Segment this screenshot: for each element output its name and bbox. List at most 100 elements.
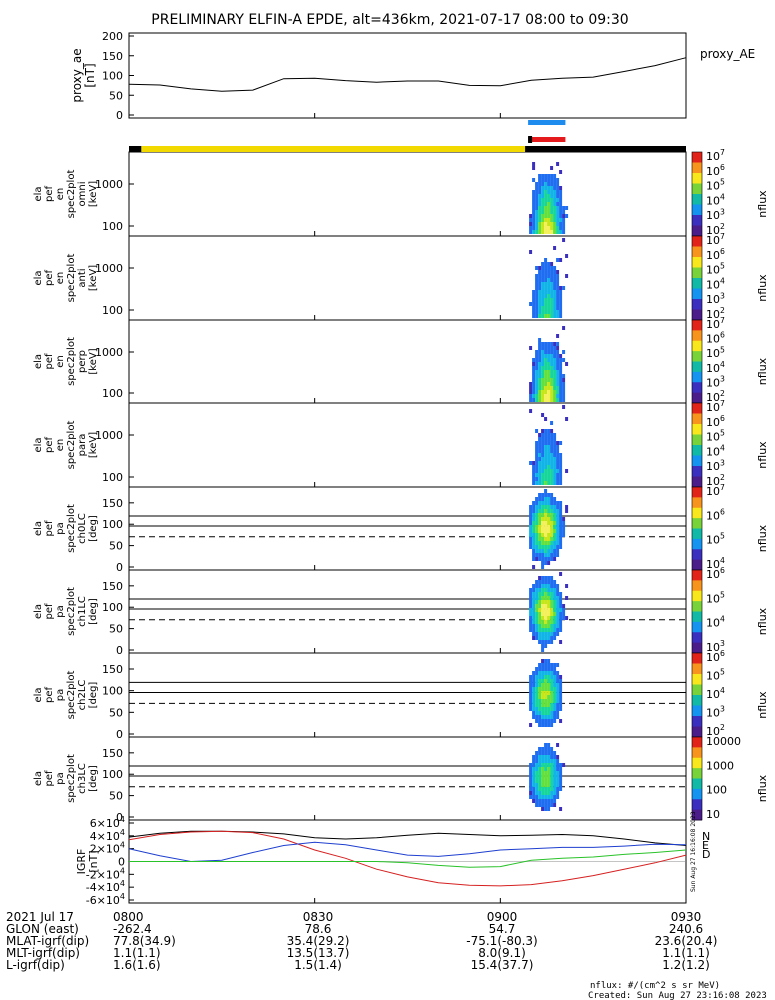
- spectrogram-cell: [541, 541, 545, 545]
- spectrogram-cell: [562, 326, 566, 330]
- spectrogram-cell: [541, 763, 545, 767]
- spectrogram-cell: [547, 182, 551, 186]
- spectrogram-cell: [535, 795, 539, 799]
- spectrogram-cell: [550, 557, 554, 561]
- spectrogram-cell: [559, 683, 563, 687]
- spectrogram-cell: [532, 298, 536, 302]
- panel-ylabel-line: en: [55, 188, 66, 201]
- colorbar-segment: [692, 737, 702, 748]
- spectrogram-cell: [544, 206, 548, 210]
- spectrogram-cell: [541, 429, 545, 433]
- spectrogram-cell: [559, 206, 563, 210]
- spectrogram-cell: [541, 667, 545, 671]
- spectrogram-cell: [541, 206, 545, 210]
- spectrogram-cell: [532, 302, 536, 306]
- spectrogram-cell: [538, 679, 542, 683]
- spectrogram-cell: [553, 671, 557, 675]
- spectrogram-cell: [535, 310, 539, 314]
- spectrogram-cell: [556, 477, 560, 481]
- spectrogram-cell: [544, 202, 548, 206]
- spectrogram-cell: [559, 258, 563, 262]
- spectrogram-cell: [553, 584, 557, 588]
- spectrogram-cell: [556, 671, 560, 675]
- spectrogram-cell: [547, 525, 551, 529]
- spectrogram-cell: [544, 489, 548, 493]
- spectrogram-cell: [532, 584, 536, 588]
- spectrogram-cell: [541, 290, 545, 294]
- spectrogram-cell: [535, 628, 539, 632]
- spectrogram-cell: [532, 553, 536, 557]
- spectrogram-cell: [550, 473, 554, 477]
- spectrogram-cell: [541, 584, 545, 588]
- spectrogram-cell: [547, 561, 551, 565]
- panel-ylabel-line: pef: [44, 270, 55, 287]
- y-tick-label: -2×104: [86, 866, 125, 881]
- spectrogram-cell: [529, 513, 533, 517]
- spectrogram-cell: [556, 715, 560, 719]
- spectrogram-cell: [544, 803, 548, 807]
- panel-ylabel-line: [keV]: [88, 348, 99, 374]
- spectrogram-cell: [541, 779, 545, 783]
- spectrogram-cell: [553, 699, 557, 703]
- spectrogram-cell: [541, 683, 545, 687]
- spectrogram-cell: [547, 715, 551, 719]
- spectrogram-cell: [544, 210, 548, 214]
- panel-ylabel-line: ch1LC: [77, 596, 88, 627]
- spectrogram-cell: [532, 222, 536, 226]
- spectrogram-cell: [541, 775, 545, 779]
- spectrogram-frame-2: [128, 319, 687, 404]
- spectrogram-cell: [529, 218, 533, 222]
- colorbar-segment: [692, 371, 702, 383]
- spectrogram-cell: [538, 338, 542, 342]
- spectrogram-cell: [541, 214, 545, 218]
- spectrogram-cell: [553, 302, 557, 306]
- spectrogram-cell: [541, 382, 545, 386]
- spectrogram-cell: [532, 755, 536, 759]
- spectrogram-cell: [556, 230, 560, 234]
- spectrogram-cell: [553, 553, 557, 557]
- spectrogram-cell: [541, 358, 545, 362]
- spectrogram-cell: [532, 799, 536, 803]
- spectrogram-cell: [544, 580, 548, 584]
- spectrogram-cell: [541, 687, 545, 691]
- spectrogram-cell: [529, 767, 533, 771]
- spectrogram-cell: [532, 206, 536, 210]
- spectrogram-cell: [559, 604, 563, 608]
- spectrogram-cell: [553, 632, 557, 636]
- ephemeris-value: 35.4(29.2): [287, 934, 350, 948]
- spectrogram-cell: [532, 620, 536, 624]
- spectrogram-cell: [535, 445, 539, 449]
- spectrogram-cell: [556, 779, 560, 783]
- spectrogram-cell: [559, 513, 563, 517]
- spectrogram-cell: [553, 715, 557, 719]
- spectrogram-cell: [559, 218, 563, 222]
- spectrogram-cell: [547, 803, 551, 807]
- spectrogram-cell: [547, 477, 551, 481]
- spectrogram-cell: [532, 545, 536, 549]
- colorbar-title: nflux: [756, 357, 769, 385]
- spectrogram-cell: [538, 282, 542, 286]
- spectrogram-cell: [538, 477, 542, 481]
- spectrogram-cell: [562, 230, 566, 234]
- spectrogram-cell: [538, 751, 542, 755]
- spectrogram-cell: [541, 394, 545, 398]
- colorbar-title: nflux: [756, 524, 769, 552]
- spectrogram-cell: [550, 525, 554, 529]
- spectrogram-cell: [532, 592, 536, 596]
- spectrogram-cell: [556, 624, 560, 628]
- spectrogram-cell: [535, 290, 539, 294]
- spectrogram-cell: [538, 310, 542, 314]
- spectrogram-cell: [547, 505, 551, 509]
- colorbar-frame: [691, 736, 703, 821]
- spectrogram-cell: [544, 525, 548, 529]
- spectrogram-cell: [553, 178, 557, 182]
- spectrogram-cell: [535, 386, 539, 390]
- spectrogram-cell: [550, 294, 554, 298]
- spectrogram-cell: [550, 640, 554, 644]
- spectrogram-cell: [532, 604, 536, 608]
- spectrogram-cell: [544, 671, 548, 675]
- spectrogram-cell: [538, 719, 542, 723]
- spectrogram-cell: [535, 294, 539, 298]
- spectrogram-cell: [538, 306, 542, 310]
- spectrogram-cell: [544, 278, 548, 282]
